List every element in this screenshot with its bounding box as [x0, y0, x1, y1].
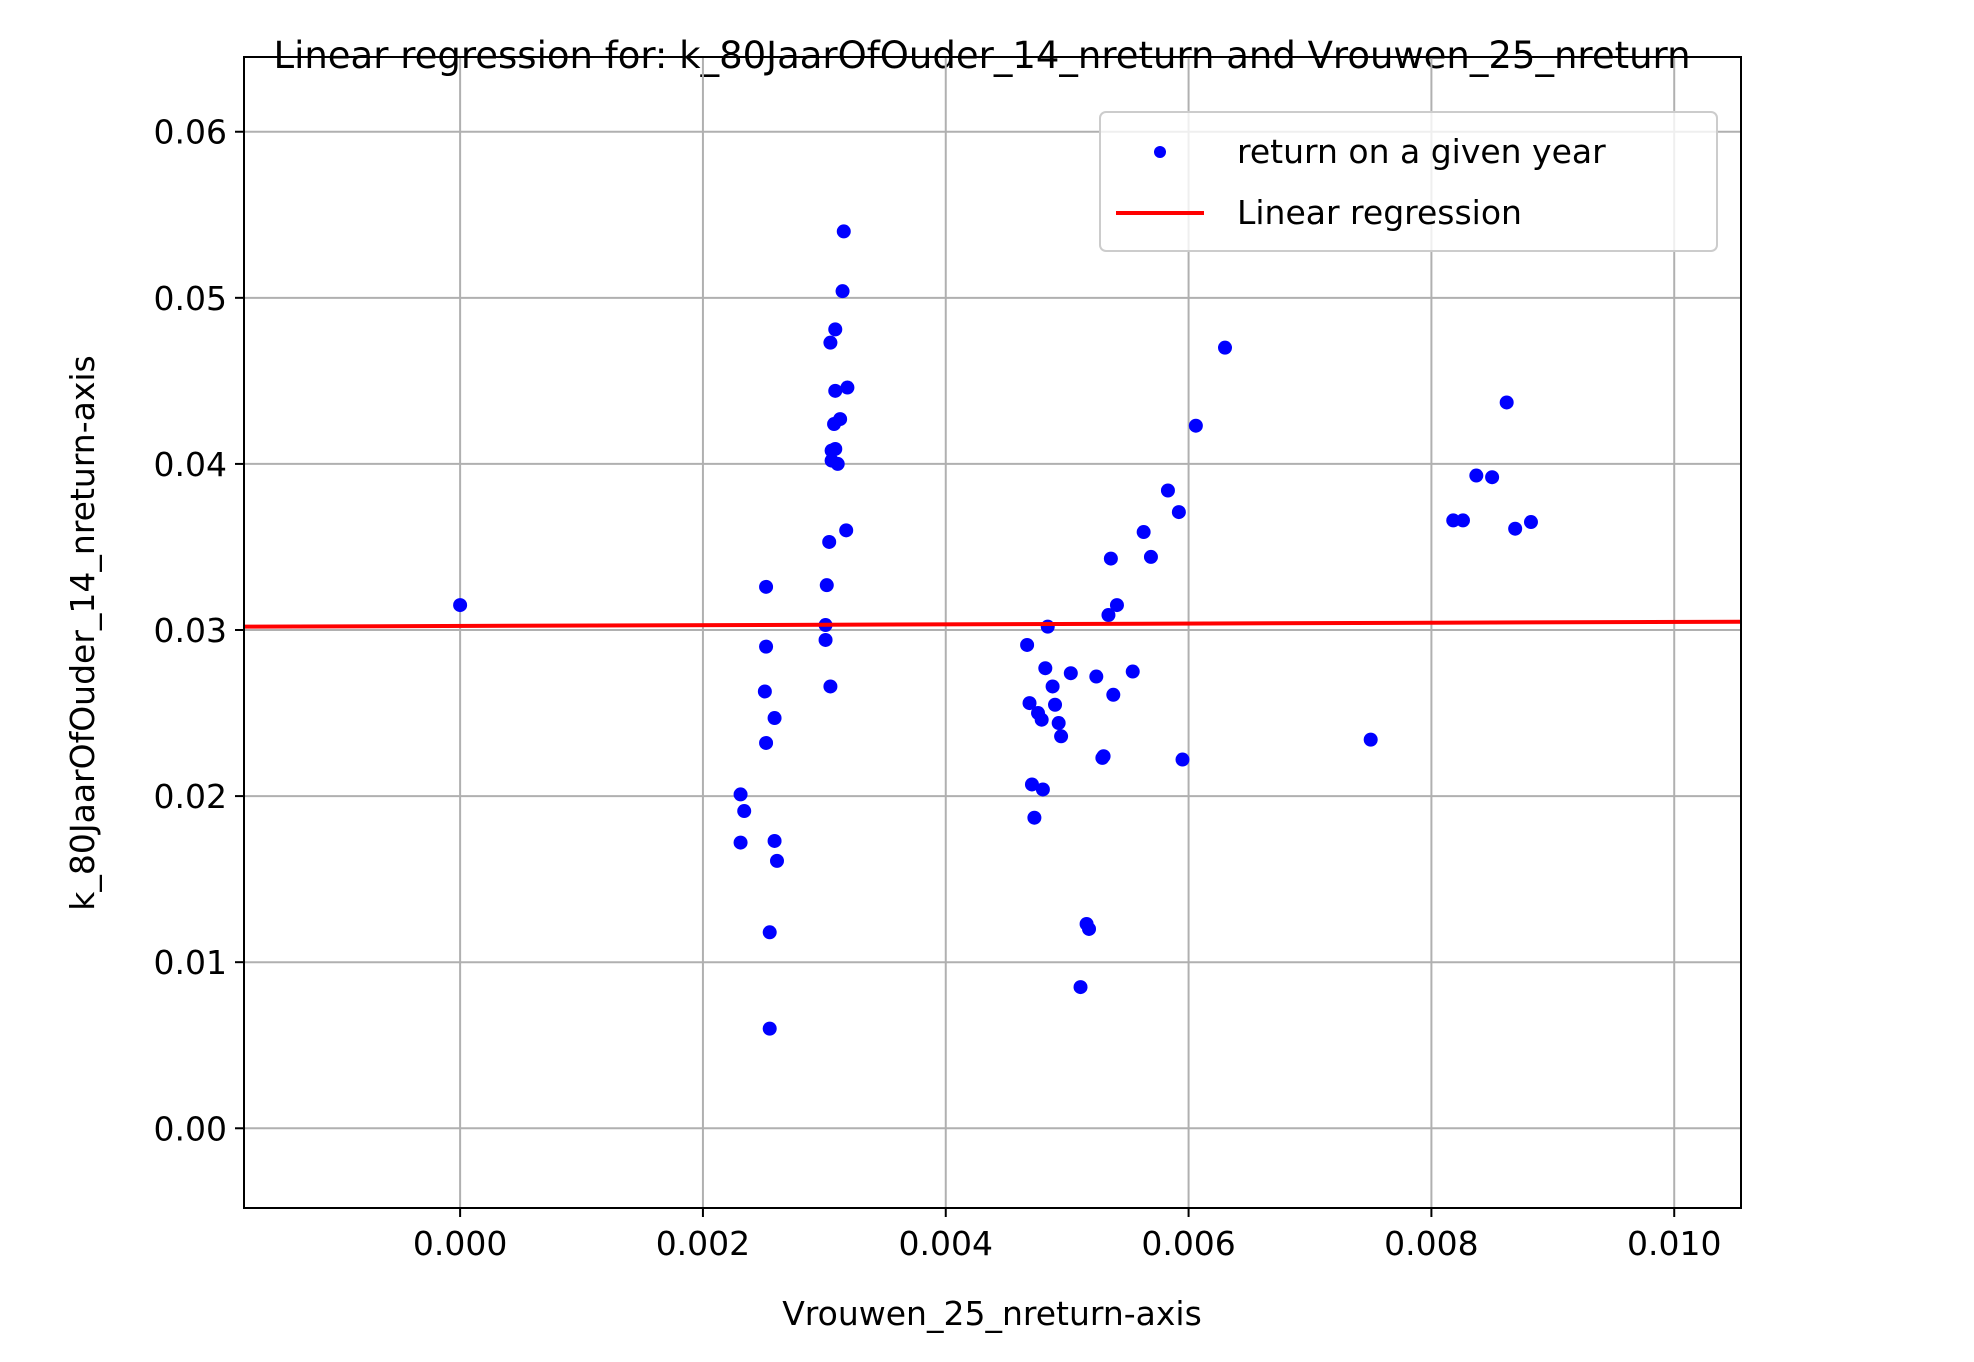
scatter-point — [1024, 777, 1039, 792]
y-tick-label: 0.02 — [154, 777, 227, 816]
scatter-point — [1022, 696, 1037, 711]
scatter-point — [1054, 729, 1069, 744]
x-tick-label: 0.010 — [1627, 1224, 1721, 1263]
scatter-point — [767, 833, 782, 848]
scatter-point — [1446, 513, 1461, 528]
scatter-point — [840, 380, 855, 395]
y-tick-label: 0.05 — [154, 279, 227, 318]
scatter-point — [828, 322, 843, 337]
scatter-point — [767, 711, 782, 726]
scatter-point — [1508, 521, 1523, 536]
x-tick-label: 0.006 — [1141, 1224, 1235, 1263]
scatter-point — [1125, 664, 1140, 679]
legend: return on a given year Linear regression — [1099, 111, 1718, 252]
y-tick-label: 0.04 — [154, 445, 227, 484]
scatter-point — [1455, 513, 1470, 528]
scatter-point — [1136, 525, 1151, 540]
regression-line — [244, 619, 1741, 629]
scatter-point — [1469, 468, 1484, 483]
scatter-point — [1040, 619, 1055, 634]
scatter-point — [759, 579, 774, 594]
scatter-point — [1188, 418, 1203, 433]
y-axis-label: k_80JaarOfOuder_14_nreturn-axis — [63, 355, 102, 910]
scatter-point — [1485, 470, 1500, 485]
legend-scatter-marker — [1154, 146, 1166, 158]
scatter-point — [1082, 921, 1097, 936]
scatter-point — [1020, 637, 1035, 652]
scatter-point — [757, 684, 772, 699]
scatter-point — [1175, 752, 1190, 767]
legend-scatter-label: return on a given year — [1237, 132, 1606, 171]
scatter-point — [1089, 669, 1104, 684]
plot-frame — [243, 56, 1742, 1209]
scatter-point — [1171, 505, 1186, 520]
x-tick-label: 0.000 — [413, 1224, 507, 1263]
x-axis-label: Vrouwen_25_nreturn-axis — [782, 1294, 1202, 1333]
scatter-point — [759, 639, 774, 654]
scatter-point — [823, 679, 838, 694]
scatter-point — [769, 853, 784, 868]
scatter-point — [1095, 750, 1110, 765]
x-tick-label: 0.008 — [1384, 1224, 1478, 1263]
scatter-point — [823, 335, 838, 350]
scatter-point — [737, 804, 752, 819]
scatter-point — [1035, 782, 1050, 797]
scatter-point — [835, 284, 850, 299]
legend-line-label: Linear regression — [1237, 193, 1522, 232]
scatter-point — [1038, 661, 1053, 676]
y-axis-ticks: 0.00 0.01 0.02 0.03 0.04 0.05 0.06 — [154, 113, 244, 1148]
scatter-point — [733, 835, 748, 850]
scatter-point — [1143, 549, 1158, 564]
scatter-point — [1101, 608, 1116, 623]
x-tick-label: 0.004 — [899, 1224, 993, 1263]
scatter-point — [1363, 732, 1378, 747]
scatter-point — [1499, 395, 1514, 410]
scatter-point — [828, 383, 843, 398]
scatter-point — [822, 534, 837, 549]
scatter-point — [1109, 598, 1124, 613]
scatter-point — [827, 417, 842, 432]
y-tick-label: 0.01 — [154, 943, 227, 982]
chart-title: Linear regression for: k_80JaarOfOuder_1… — [273, 34, 1690, 77]
scatter-point — [824, 443, 839, 458]
scatter-point — [1048, 697, 1063, 712]
y-tick-label: 0.06 — [154, 113, 227, 152]
scatter-point — [1027, 810, 1042, 825]
scatter-point — [762, 925, 777, 940]
scatter-point — [1106, 687, 1121, 702]
scatter-point — [759, 735, 774, 750]
scatter-point — [819, 578, 834, 593]
grid-lines — [244, 57, 1741, 1208]
x-tick-label: 0.002 — [656, 1224, 750, 1263]
y-tick-label: 0.00 — [154, 1109, 227, 1148]
scatter-point — [453, 598, 468, 613]
scatter-point — [839, 523, 854, 538]
scatter-point — [1051, 716, 1066, 731]
legend-frame — [1099, 111, 1718, 252]
scatter-point — [1523, 515, 1538, 530]
scatter-point — [1034, 712, 1049, 727]
data-marks — [244, 224, 1741, 1036]
x-axis-ticks: 0.000 0.002 0.004 0.006 0.008 0.010 — [413, 1208, 1721, 1263]
scatter-point — [1218, 340, 1233, 355]
scatter-point — [762, 1021, 777, 1036]
scatter-point — [1073, 980, 1088, 995]
y-tick-label: 0.03 — [154, 611, 227, 650]
scatter-point — [836, 224, 851, 239]
scatter-point — [1103, 551, 1118, 566]
scatter-point — [818, 632, 833, 647]
scatter-point — [733, 787, 748, 802]
scatter-point — [830, 456, 845, 471]
scatter-point — [1160, 483, 1175, 498]
scatter-point — [1063, 666, 1078, 681]
scatter-point — [1045, 679, 1060, 694]
